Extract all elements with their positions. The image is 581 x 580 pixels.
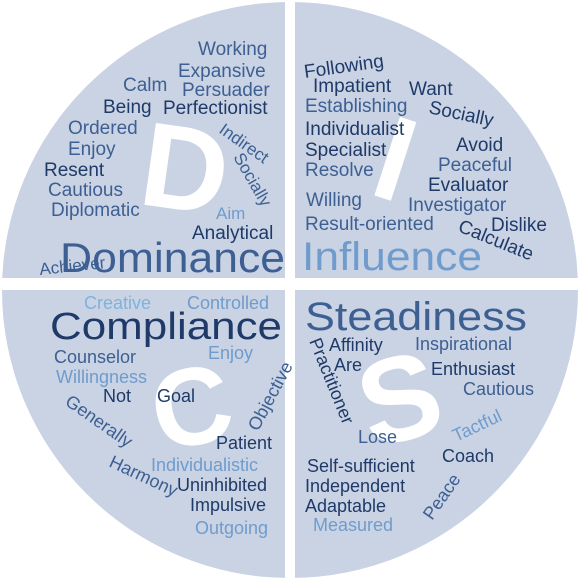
word-independent: Independent bbox=[305, 476, 405, 496]
horizontal-divider bbox=[0, 278, 581, 290]
word-cautious-d: Cautious bbox=[48, 180, 123, 201]
word-investigator: Investigator bbox=[408, 195, 507, 216]
word-cautious-s: Cautious bbox=[463, 379, 534, 399]
word-enjoy: Enjoy bbox=[68, 139, 116, 160]
word-evaluator: Evaluator bbox=[428, 175, 509, 196]
heading-steadiness: Steadiness bbox=[305, 295, 527, 339]
word-coach: Coach bbox=[442, 446, 494, 466]
word-uninhibited: Uninhibited bbox=[177, 475, 267, 495]
word-are: Are bbox=[334, 355, 362, 375]
word-peaceful: Peaceful bbox=[438, 155, 512, 176]
word-working: Working bbox=[198, 39, 267, 60]
word-resent: Resent bbox=[44, 160, 105, 181]
letter-d: D bbox=[133, 97, 237, 242]
word-adaptable: Adaptable bbox=[305, 496, 386, 516]
word-controlled: Controlled bbox=[187, 293, 269, 313]
word-calm: Calm bbox=[123, 75, 167, 96]
word-perfectionist: Perfectionist bbox=[163, 98, 268, 119]
word-dislike: Dislike bbox=[491, 215, 547, 236]
word-want: Want bbox=[409, 79, 453, 100]
word-specialist: Specialist bbox=[305, 140, 387, 161]
heading-compliance: Compliance bbox=[50, 306, 282, 348]
word-affinity: Affinity bbox=[329, 335, 383, 355]
word-enjoy-c: Enjoy bbox=[208, 343, 253, 363]
heading-influence: Influence bbox=[302, 235, 482, 279]
word-willingness: Willingness bbox=[56, 367, 147, 387]
word-patient: Patient bbox=[216, 433, 272, 453]
word-not: Not bbox=[103, 386, 131, 406]
word-resolve: Resolve bbox=[305, 160, 374, 181]
word-outgoing: Outgoing bbox=[195, 518, 268, 538]
word-diplomatic: Diplomatic bbox=[51, 200, 140, 221]
word-aim: Aim bbox=[216, 204, 245, 223]
word-persuader: Persuader bbox=[182, 80, 270, 101]
word-counselor: Counselor bbox=[54, 347, 136, 367]
word-self-sufficient: Self-sufficient bbox=[307, 456, 415, 476]
heading-dominance: Dominance bbox=[60, 234, 285, 281]
word-establishing: Establishing bbox=[305, 96, 407, 117]
word-enthusiast: Enthusiast bbox=[431, 359, 515, 379]
word-expansive: Expansive bbox=[178, 61, 266, 82]
word-individualistic: Individualistic bbox=[151, 455, 258, 475]
word-goal: Goal bbox=[157, 386, 195, 406]
word-individualist: Individualist bbox=[305, 119, 405, 140]
word-result-oriented: Result-oriented bbox=[305, 214, 434, 235]
word-creative: Creative bbox=[84, 293, 151, 313]
word-ordered: Ordered bbox=[68, 118, 138, 139]
word-impulsive: Impulsive bbox=[190, 495, 266, 515]
word-avoid: Avoid bbox=[456, 135, 503, 156]
word-inspirational: Inspirational bbox=[415, 334, 512, 354]
word-willing: Willing bbox=[306, 190, 362, 211]
word-lose: Lose bbox=[358, 427, 397, 447]
word-analytical: Analytical bbox=[192, 223, 273, 244]
word-being: Being bbox=[103, 97, 152, 118]
word-impatient: Impatient bbox=[313, 76, 392, 97]
word-measured: Measured bbox=[313, 515, 393, 535]
